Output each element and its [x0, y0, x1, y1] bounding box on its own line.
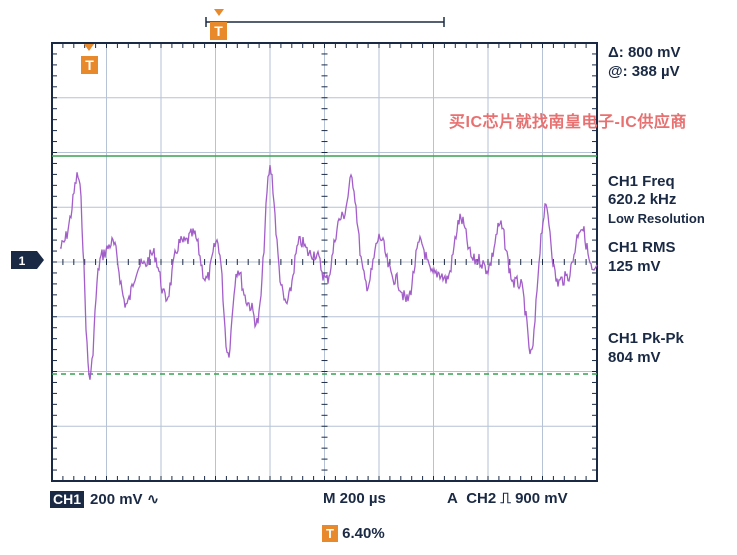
svg-text:1: 1	[19, 254, 26, 268]
watermark-text: 买IC芯片就找南皇电子-IC供应商	[449, 114, 687, 131]
pkpk-value: 804 mV	[608, 349, 661, 366]
freq-note: Low Resolution	[608, 211, 705, 226]
coupling-icon: ∿	[146, 491, 160, 508]
timebase-readout[interactable]: M 200 µs	[323, 490, 386, 507]
trigger-marker-label: T	[214, 23, 223, 39]
volts-per-div: 200 mV	[90, 491, 143, 508]
trigger-point-marker[interactable]: T	[81, 44, 98, 74]
svg-text:T: T	[85, 57, 94, 73]
trigger-position-readout: T 6.40%	[322, 525, 385, 542]
graticule-frame	[51, 42, 598, 482]
trigger-mode: A	[447, 490, 458, 507]
freq-label: CH1 Freq	[608, 173, 675, 190]
trigger-level: 900 mV	[515, 490, 568, 507]
trigger-position-value: 6.40%	[342, 525, 385, 542]
rms-label: CH1 RMS	[608, 239, 676, 256]
delta-readout: Δ: 800 mV	[608, 44, 681, 61]
channel-scale[interactable]: CH1 200 mV ∿	[50, 490, 159, 508]
rising-edge-icon: ⎍	[500, 490, 511, 507]
at-readout: @: 388 µV	[608, 63, 680, 80]
channel-badge: CH1	[50, 491, 85, 508]
pkpk-label: CH1 Pk-Pk	[608, 330, 684, 347]
freq-value: 620.2 kHz	[608, 191, 677, 208]
trigger-icon: T	[322, 525, 338, 542]
graticule	[51, 42, 598, 482]
trigger-position-marker[interactable]: T	[210, 9, 227, 40]
rms-value: 125 mV	[608, 258, 661, 275]
channel-1-marker[interactable]: 1	[11, 251, 44, 269]
trigger-source: CH2	[466, 490, 497, 507]
trigger-readout[interactable]: A CH2 ⎍ 900 mV	[447, 490, 568, 507]
ch1-waveform	[59, 165, 598, 380]
